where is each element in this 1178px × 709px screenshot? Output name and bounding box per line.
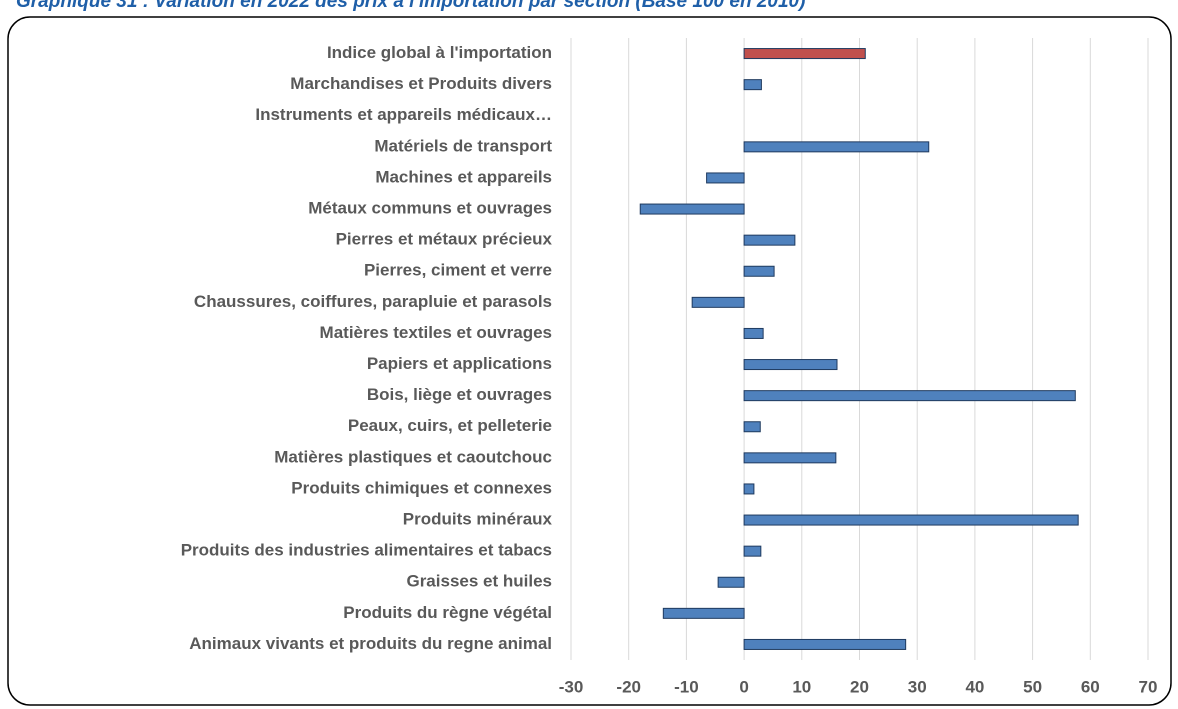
x-tick-label: 50 — [1023, 677, 1042, 696]
y-tick-label: Pierres et métaux précieux — [336, 230, 553, 249]
y-tick-label: Papiers et applications — [367, 354, 552, 373]
bar — [743, 452, 837, 464]
y-tick-label: Produits du règne végétal — [343, 603, 552, 622]
bar — [743, 79, 762, 91]
y-tick-label: Matériels de transport — [374, 136, 552, 155]
bar — [717, 576, 745, 588]
bar — [743, 545, 762, 557]
x-tick-label: 0 — [739, 677, 748, 696]
bar — [691, 296, 745, 308]
bar — [706, 172, 745, 184]
bar — [743, 48, 866, 60]
bar — [743, 327, 764, 339]
y-tick-label: Peaux, cuirs, et pelleterie — [348, 416, 552, 435]
x-tick-label: 10 — [792, 677, 811, 696]
y-tick-label: Pierres, ciment et verre — [364, 261, 552, 280]
y-tick-label: Marchandises et Produits divers — [290, 74, 552, 93]
bar — [743, 421, 761, 433]
y-tick-label: Produits chimiques et connexes — [291, 478, 552, 497]
bar — [743, 234, 796, 246]
y-tick-label: Matières plastiques et caoutchouc — [274, 447, 552, 466]
bar — [639, 203, 745, 215]
chart-title: Graphique 31 : Variation en 2022 des pri… — [16, 0, 805, 12]
bar — [743, 483, 755, 495]
y-tick-label: Matières textiles et ouvrages — [320, 323, 552, 342]
chart-frame — [7, 16, 1172, 706]
x-tick-label: -10 — [674, 677, 699, 696]
y-tick-label: Animaux vivants et produits du regne ani… — [189, 634, 552, 653]
y-tick-label: Bois, liège et ouvrages — [367, 385, 552, 404]
y-tick-label: Machines et appareils — [375, 167, 552, 186]
y-tick-label: Instruments et appareils médicaux… — [255, 105, 552, 124]
x-tick-label: 70 — [1139, 677, 1158, 696]
x-tick-label: -30 — [559, 677, 584, 696]
y-tick-label: Graisses et huiles — [406, 572, 552, 591]
bar — [743, 638, 907, 650]
x-tick-label: 30 — [908, 677, 927, 696]
x-tick-label: -20 — [616, 677, 641, 696]
y-tick-label: Indice global à l'importation — [327, 43, 552, 62]
y-tick-label: Produits minéraux — [403, 510, 553, 529]
y-tick-label: Produits des industries alimentaires et … — [181, 541, 552, 560]
bar — [743, 390, 1076, 402]
bar — [743, 265, 775, 277]
y-tick-label: Chaussures, coiffures, parapluie et para… — [194, 292, 552, 311]
bar — [743, 141, 930, 153]
x-tick-label: 60 — [1081, 677, 1100, 696]
x-tick-label: 40 — [965, 677, 984, 696]
x-tick-label: 20 — [850, 677, 869, 696]
bar — [743, 359, 838, 371]
bar — [662, 607, 745, 619]
bar — [743, 514, 1079, 526]
y-tick-label: Métaux communs et ouvrages — [308, 199, 552, 218]
